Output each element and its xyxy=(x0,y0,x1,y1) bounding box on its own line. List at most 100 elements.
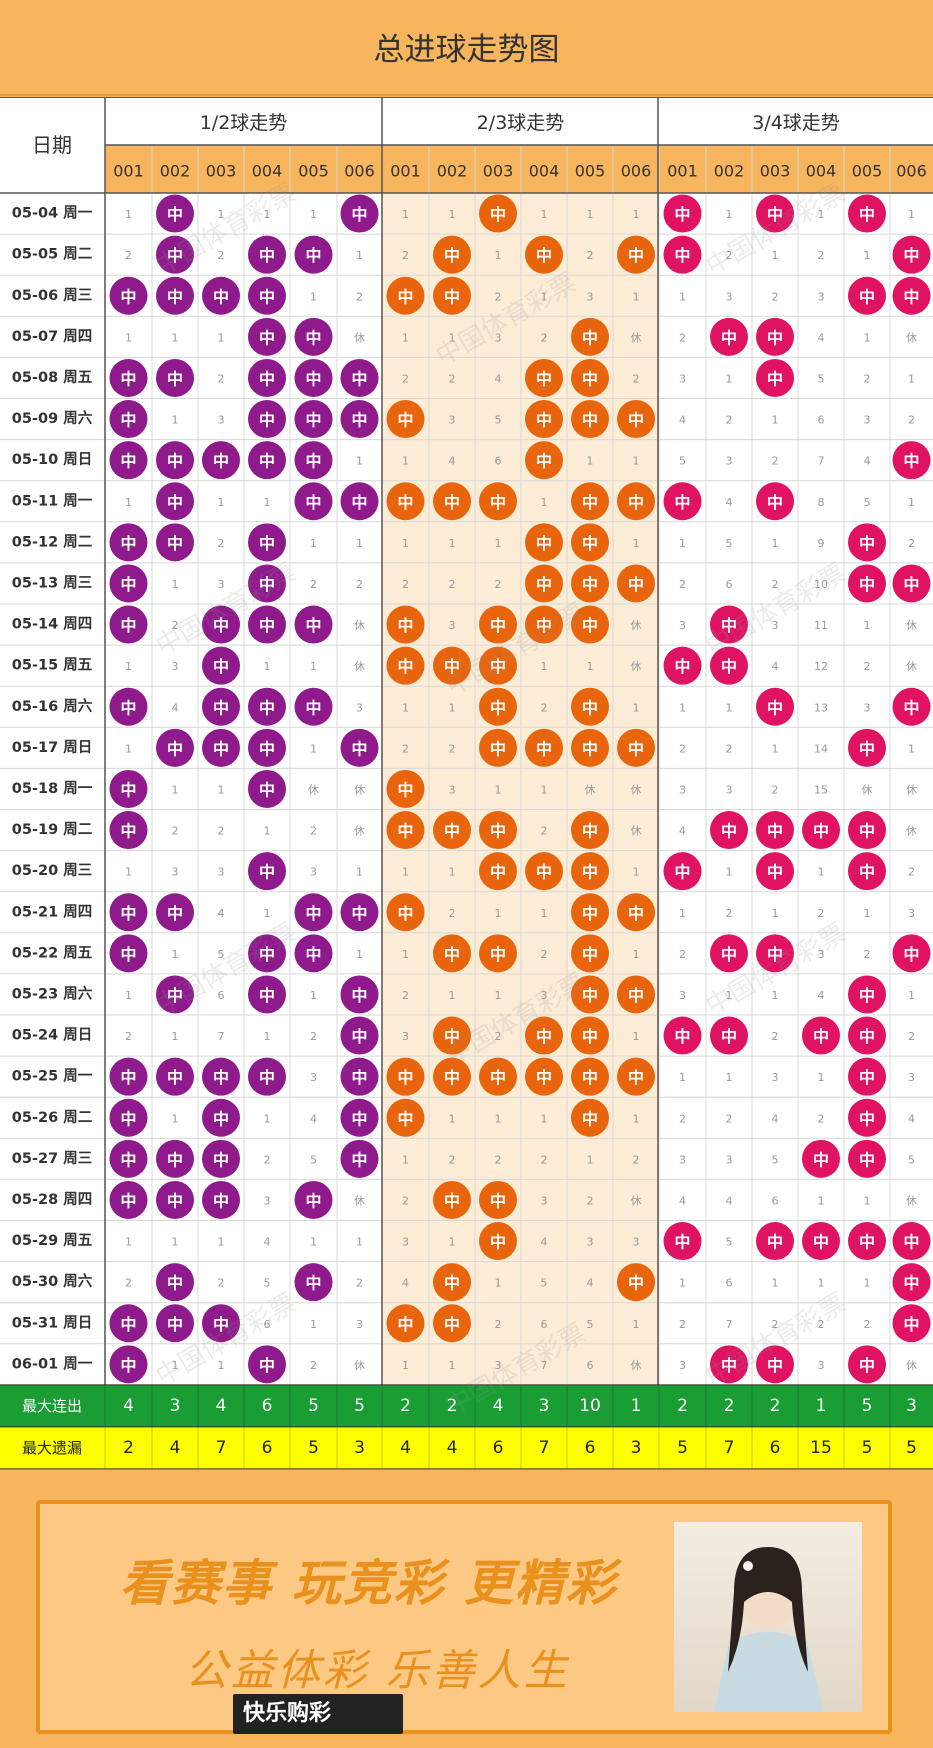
miss-count: 休 xyxy=(354,783,365,796)
hit-label: 中 xyxy=(305,246,321,265)
stats-value: 6 xyxy=(262,1396,273,1416)
hit-marker xyxy=(109,811,148,850)
miss-count: 1 xyxy=(541,290,548,303)
hit-label: 中 xyxy=(305,452,321,471)
hit-marker xyxy=(294,934,333,973)
stats-value: 6 xyxy=(493,1438,504,1458)
miss-count: 1 xyxy=(679,701,686,714)
group-header-2: 2/3球走势 xyxy=(477,112,565,134)
stats-value: 4 xyxy=(123,1396,134,1416)
row-date: 05-12 周二 xyxy=(12,533,92,550)
hit-marker xyxy=(479,646,517,685)
hit-marker xyxy=(892,441,931,480)
row-date: 05-07 周四 xyxy=(12,328,92,345)
row-date: 05-30 周六 xyxy=(12,1272,93,1290)
hit-label: 中 xyxy=(674,1233,690,1252)
miss-count: 2 xyxy=(726,249,733,262)
miss-count: 3 xyxy=(864,414,871,427)
hit-marker xyxy=(294,687,333,726)
hit-marker xyxy=(109,605,148,644)
hit-marker xyxy=(248,276,286,315)
hit-marker xyxy=(571,1016,609,1055)
hit-label: 中 xyxy=(859,205,875,224)
miss-count: 2 xyxy=(218,249,225,262)
row-date: 05-16 周六 xyxy=(12,697,93,715)
hit-label: 中 xyxy=(859,1233,875,1252)
miss-count: 2 xyxy=(726,1112,733,1125)
hit-label: 中 xyxy=(305,1274,321,1293)
stats-value: 2 xyxy=(447,1396,458,1416)
hit-label: 中 xyxy=(120,1109,136,1128)
miss-count: 2 xyxy=(864,660,871,673)
hit-label: 中 xyxy=(351,1027,367,1046)
hit-marker xyxy=(248,728,286,767)
hit-label: 中 xyxy=(305,369,321,388)
hit-marker xyxy=(386,276,425,315)
hit-marker xyxy=(156,276,194,315)
hit-label: 中 xyxy=(120,411,136,430)
miss-count: 2 xyxy=(218,825,225,838)
stats-value: 4 xyxy=(170,1438,181,1458)
hit-marker xyxy=(571,523,609,562)
miss-count: 1 xyxy=(633,537,640,550)
hit-label: 中 xyxy=(444,287,460,306)
miss-count: 1 xyxy=(310,1236,317,1249)
miss-count: 1 xyxy=(402,866,409,879)
miss-count: 4 xyxy=(908,1112,915,1125)
hit-label: 中 xyxy=(721,945,737,964)
hit-label: 中 xyxy=(628,411,644,430)
hit-label: 中 xyxy=(397,411,413,430)
miss-count: 休 xyxy=(354,1194,365,1207)
hit-marker xyxy=(710,1345,748,1384)
hit-label: 中 xyxy=(721,657,737,676)
hit-marker xyxy=(756,358,794,397)
miss-count: 2 xyxy=(772,578,779,591)
hit-label: 中 xyxy=(721,1356,737,1375)
hit-label: 中 xyxy=(628,575,644,594)
group-header-1: 1/2球走势 xyxy=(200,112,288,134)
miss-count: 1 xyxy=(679,1277,686,1290)
hit-marker xyxy=(340,728,379,767)
hit-marker xyxy=(479,852,517,891)
hit-label: 中 xyxy=(490,739,506,758)
hit-marker xyxy=(571,893,609,932)
hit-marker xyxy=(525,605,563,644)
hit-label: 中 xyxy=(259,575,275,594)
hit-label: 中 xyxy=(859,822,875,841)
miss-count: 2 xyxy=(908,414,915,427)
column-header: 005 xyxy=(852,162,883,181)
miss-count: 2 xyxy=(908,866,915,879)
hit-label: 中 xyxy=(536,616,552,635)
hit-label: 中 xyxy=(859,1356,875,1375)
miss-count: 2 xyxy=(772,1030,779,1043)
miss-count: 休 xyxy=(906,619,917,632)
miss-count: 1 xyxy=(864,1277,871,1290)
hit-marker xyxy=(202,687,240,726)
miss-count: 2 xyxy=(218,1277,225,1290)
hit-marker xyxy=(756,852,794,891)
miss-count: 2 xyxy=(172,825,179,838)
hit-marker xyxy=(109,358,148,397)
hit-marker xyxy=(525,1057,563,1096)
miss-count: 1 xyxy=(679,290,686,303)
miss-count: 3 xyxy=(633,1236,640,1249)
row-date: 05-15 周五 xyxy=(12,657,92,674)
miss-count: 6 xyxy=(264,1318,271,1331)
miss-count: 1 xyxy=(864,619,871,632)
hit-label: 中 xyxy=(536,411,552,430)
miss-count: 1 xyxy=(402,1359,409,1372)
stats-label: 最大遗漏 xyxy=(22,1439,82,1457)
miss-count: 5 xyxy=(541,1277,548,1290)
hit-marker xyxy=(756,482,794,521)
hit-marker xyxy=(756,1345,794,1384)
hit-label: 中 xyxy=(305,904,321,923)
miss-count: 3 xyxy=(264,1194,271,1207)
hit-marker xyxy=(848,276,886,315)
miss-count: 1 xyxy=(495,1277,502,1290)
hit-label: 中 xyxy=(120,534,136,553)
hit-marker xyxy=(248,564,286,603)
hit-label: 中 xyxy=(397,493,413,512)
hit-label: 中 xyxy=(582,1109,598,1128)
miss-count: 2 xyxy=(864,948,871,961)
miss-count: 3 xyxy=(726,290,733,303)
